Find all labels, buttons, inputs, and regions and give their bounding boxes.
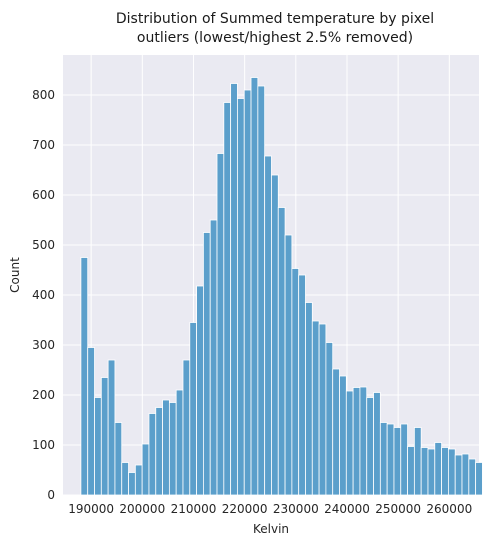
y-axis-label: Count	[8, 257, 22, 293]
histogram-bar	[427, 448, 436, 496]
chart-title-line2: outliers (lowest/highest 2.5% removed)	[137, 30, 413, 46]
x-tick-label: 220000	[222, 502, 268, 516]
x-axis-ticks: 190000 200000 210000 220000 230000 240000 2500…	[68, 502, 472, 516]
x-tick-label: 260000	[426, 502, 472, 516]
bars	[80, 77, 483, 496]
histogram-bar	[298, 274, 306, 496]
histogram-bar	[461, 453, 470, 496]
y-axis-ticks: 0 100 200 300 400 500 600 700 800	[32, 88, 55, 502]
histogram-bar	[359, 386, 368, 496]
histogram-bar	[175, 389, 184, 496]
histogram-bar	[230, 83, 238, 496]
histogram-bar	[441, 447, 449, 496]
histogram-bar	[134, 464, 143, 496]
histogram-bar	[243, 89, 252, 496]
histogram-bar	[379, 422, 388, 496]
histogram-bar	[114, 422, 123, 496]
y-tick-label: 500	[32, 238, 55, 252]
histogram-bar	[264, 155, 272, 496]
histogram-bar	[237, 98, 245, 496]
y-tick-label: 0	[47, 488, 55, 502]
histogram-bar	[318, 323, 327, 496]
x-axis-label: Kelvin	[253, 522, 289, 536]
histogram-bar	[311, 320, 320, 496]
histogram-bar	[345, 390, 354, 496]
histogram-bar	[413, 427, 422, 496]
histogram-bar	[196, 285, 204, 496]
histogram-bar	[332, 368, 340, 496]
histogram-bar	[209, 219, 218, 496]
histogram-bar	[148, 413, 157, 496]
y-tick-label: 300	[32, 338, 55, 352]
histogram-bar	[407, 446, 415, 496]
histogram-bar	[107, 359, 116, 496]
histogram-bar	[141, 443, 150, 496]
histogram-bar	[216, 153, 225, 496]
histogram-bar	[162, 399, 170, 496]
x-tick-label: 240000	[324, 502, 370, 516]
x-tick-label: 250000	[375, 502, 421, 516]
histogram-bar	[80, 257, 89, 496]
histogram-bar	[284, 234, 293, 496]
histogram-bar	[373, 392, 381, 496]
x-tick-label: 210000	[171, 502, 217, 516]
histogram-bar	[386, 423, 395, 496]
histogram-bar	[400, 423, 408, 496]
histogram-bar	[393, 427, 402, 496]
y-tick-label: 200	[32, 388, 55, 402]
histogram-bar	[168, 402, 177, 496]
histogram-bar	[182, 359, 191, 496]
histogram-bar	[257, 85, 266, 496]
y-tick-label: 600	[32, 188, 55, 202]
histogram-bar	[468, 458, 477, 496]
histogram-bar	[121, 462, 129, 496]
y-tick-label: 400	[32, 288, 55, 302]
histogram-bar	[189, 322, 198, 496]
histogram-bar	[203, 232, 211, 496]
histogram-bar	[223, 102, 232, 496]
histogram-bar	[271, 174, 279, 496]
histogram-bar	[250, 77, 259, 496]
y-tick-label: 800	[32, 88, 55, 102]
histogram-bar	[128, 472, 136, 496]
histogram-bar	[448, 448, 456, 496]
histogram-bar	[291, 268, 300, 496]
x-tick-label: 190000	[68, 502, 114, 516]
x-tick-label: 200000	[119, 502, 165, 516]
histogram-bar	[475, 462, 483, 496]
y-tick-label: 700	[32, 138, 55, 152]
histogram-bar	[366, 397, 374, 496]
histogram-bar	[339, 375, 347, 496]
x-tick-label: 230000	[273, 502, 319, 516]
histogram-bar	[352, 387, 361, 496]
histogram-bar	[305, 302, 313, 496]
histogram-bar	[454, 454, 463, 496]
histogram-bar	[420, 447, 429, 496]
histogram-bar	[155, 407, 163, 496]
y-tick-label: 100	[32, 438, 55, 452]
chart-title-line1: Distribution of Summed temperature by pi…	[116, 11, 434, 27]
histogram-bar	[325, 342, 334, 496]
histogram-bar	[94, 397, 102, 496]
histogram-bar	[87, 347, 95, 496]
histogram-bar	[434, 442, 442, 496]
histogram-bar	[100, 377, 109, 496]
histogram-bar	[277, 207, 286, 496]
